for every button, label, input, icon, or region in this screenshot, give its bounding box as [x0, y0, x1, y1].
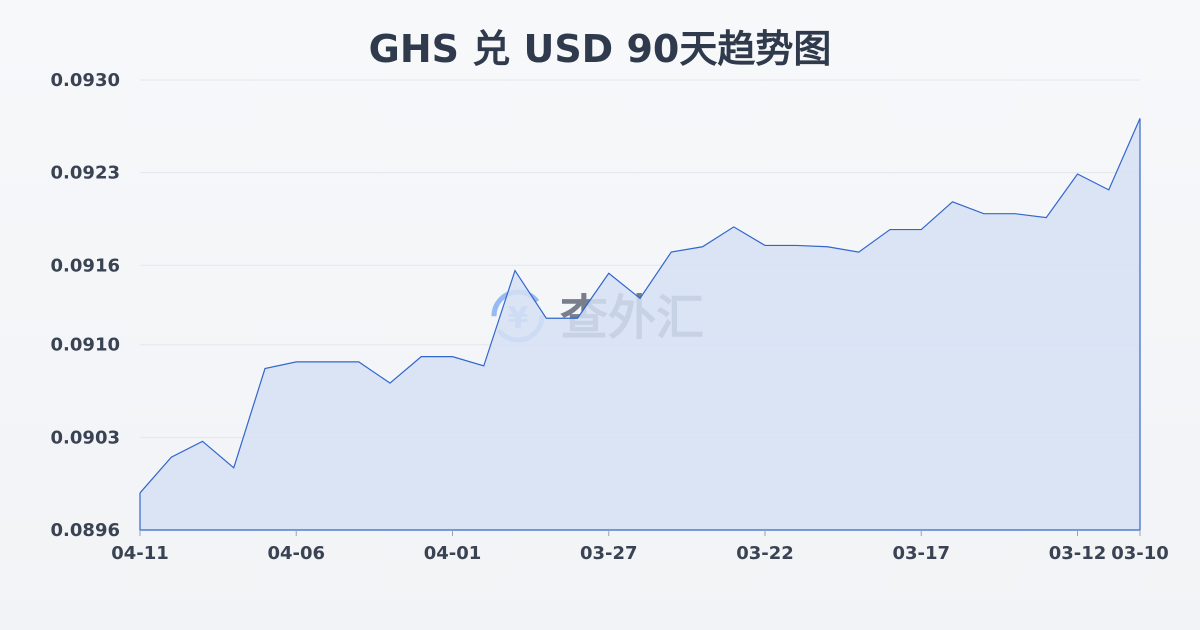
x-tick-label: 03-10	[1111, 543, 1169, 564]
x-tick-label: 04-11	[111, 543, 169, 564]
chart-title: GHS 兑 USD 90天趋势图	[368, 27, 832, 71]
x-tick-label: 03-17	[892, 543, 950, 564]
y-tick-label: 0.0916	[51, 255, 120, 276]
y-tick-label: 0.0903	[51, 427, 120, 448]
x-tick-label: 03-27	[580, 543, 638, 564]
y-tick-label: 0.0896	[51, 520, 120, 541]
x-tick-label: 04-01	[424, 543, 482, 564]
x-tick-label: 04-06	[267, 543, 325, 564]
y-tick-label: 0.0910	[51, 335, 120, 356]
y-tick-label: 0.0930	[51, 70, 120, 91]
series-line	[139, 118, 1141, 494]
x-tick-label: 03-22	[736, 543, 794, 564]
area-fill	[140, 118, 1140, 530]
x-tick-label: 03-12	[1049, 543, 1107, 564]
y-tick-label: 0.0923	[51, 163, 120, 184]
